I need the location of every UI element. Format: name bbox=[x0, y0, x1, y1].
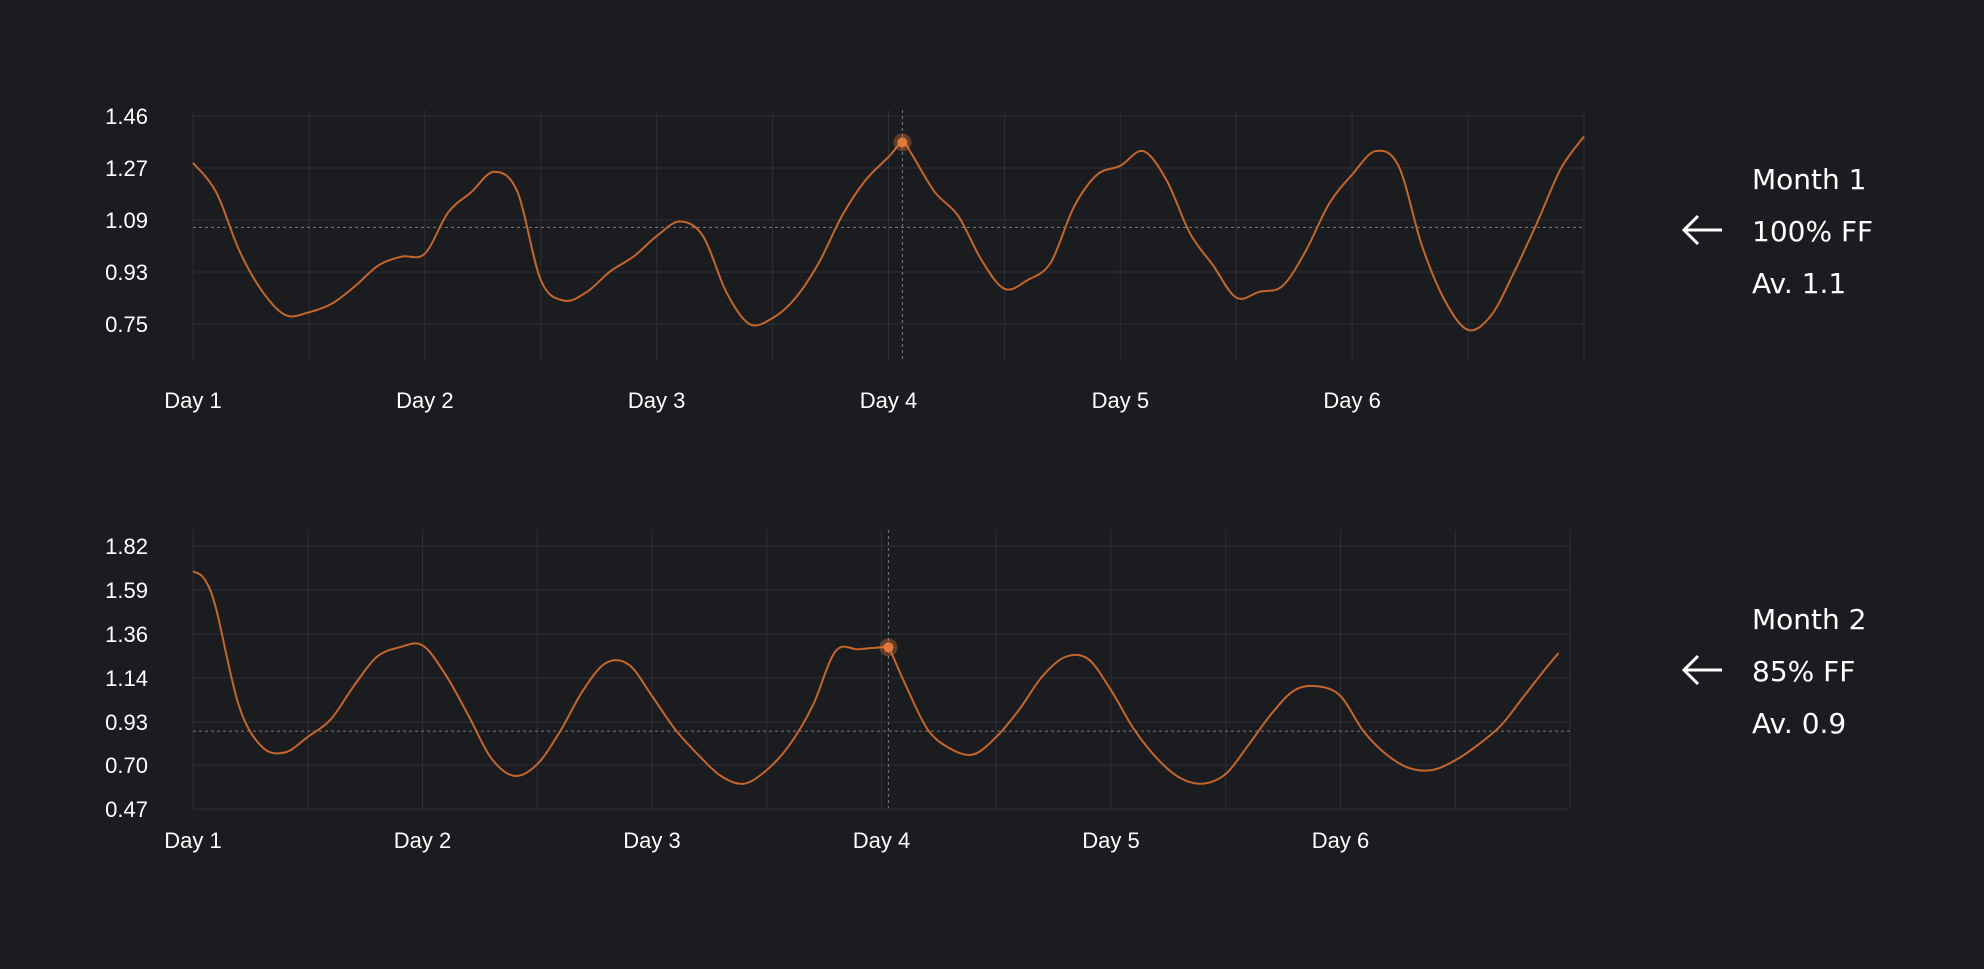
chart2-xtick-label: Day 6 bbox=[1312, 828, 1369, 853]
arrow-left-icon bbox=[1680, 212, 1726, 248]
chart2-ytick-label: 1.82 bbox=[105, 534, 148, 559]
chart2-xtick-label: Day 3 bbox=[623, 828, 680, 853]
chart1-xtick-label: Day 2 bbox=[396, 388, 453, 413]
annotation-month-2-line-2: 85% FF bbox=[1752, 655, 1856, 688]
chart2-ytick-label: 1.59 bbox=[105, 578, 148, 603]
chart1-ytick-label: 0.75 bbox=[105, 312, 148, 337]
chart2-xtick-label: Day 1 bbox=[164, 828, 221, 853]
chart2-ytick-label: 0.47 bbox=[105, 797, 148, 822]
arrow-left-icon bbox=[1680, 652, 1726, 688]
chart1-ytick-label: 1.46 bbox=[105, 104, 148, 129]
chart1-ytick-label: 1.09 bbox=[105, 208, 148, 233]
annotation-month-1: Month 1 100% FF Av. 1.1 bbox=[1752, 154, 1873, 310]
annotation-month-2-line-3: Av. 0.9 bbox=[1752, 707, 1847, 740]
chart1-highlight-point bbox=[897, 137, 908, 148]
annotation-month-2: Month 2 85% FF Av. 0.9 bbox=[1752, 594, 1866, 750]
chart2-xtick-label: Day 5 bbox=[1082, 828, 1139, 853]
chart1-ytick-label: 0.93 bbox=[105, 260, 148, 285]
chart1-xtick-label: Day 1 bbox=[164, 388, 221, 413]
chart1-xtick-label: Day 6 bbox=[1323, 388, 1380, 413]
annotation-month-1-line-3: Av. 1.1 bbox=[1752, 267, 1847, 300]
chart2-ytick-label: 0.93 bbox=[105, 710, 148, 735]
chart1-xtick-label: Day 5 bbox=[1092, 388, 1149, 413]
chart1-series-line-0 bbox=[192, 135, 1585, 332]
chart2-xtick-label: Day 2 bbox=[394, 828, 451, 853]
chart2-xtick-label: Day 4 bbox=[853, 828, 910, 853]
chart1-xtick-label: Day 3 bbox=[628, 388, 685, 413]
annotation-month-2-line-1: Month 2 bbox=[1752, 603, 1867, 636]
chart2-ytick-label: 1.14 bbox=[105, 666, 148, 691]
chart1-ytick-label: 1.27 bbox=[105, 156, 148, 181]
annotation-month-1-line-2: 100% FF bbox=[1752, 215, 1874, 248]
chart2-ytick-label: 1.36 bbox=[105, 622, 148, 647]
chart2-highlight-point bbox=[883, 642, 894, 653]
annotation-month-1-line-1: Month 1 bbox=[1752, 163, 1867, 196]
chart1-xtick-label: Day 4 bbox=[860, 388, 917, 413]
chart2-series-line-0 bbox=[192, 570, 1560, 785]
chart2-ytick-label: 0.70 bbox=[105, 753, 148, 778]
